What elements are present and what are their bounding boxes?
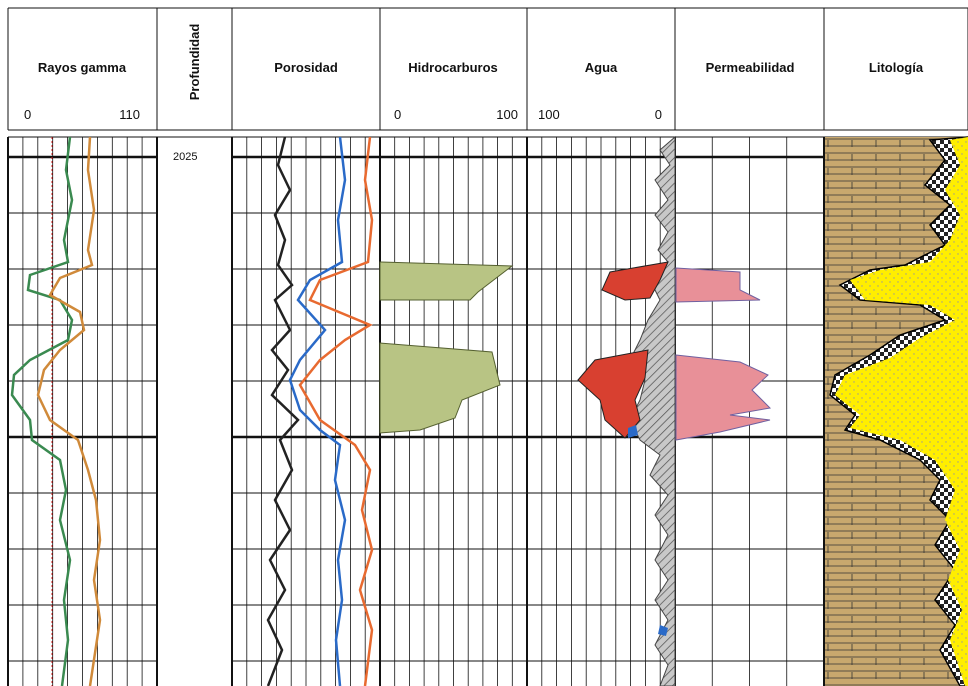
hydrocarbon-fill	[380, 262, 512, 433]
scale-label: 0	[24, 107, 31, 122]
depth-label: 2025	[173, 151, 197, 163]
permeability-fill	[676, 268, 770, 440]
track-title: Permeabilidad	[706, 60, 795, 75]
porosity-curves	[268, 137, 372, 686]
track-title: Litología	[869, 60, 924, 75]
gamma-curves	[12, 137, 100, 686]
scale-label: 100	[496, 107, 518, 122]
scale-label: 110	[119, 107, 140, 122]
grid	[8, 8, 968, 686]
track-title: Porosidad	[274, 60, 338, 75]
scale-label: 100	[538, 107, 560, 122]
scale-label: 0	[394, 107, 401, 122]
well-log: Rayos gamma Profundidad Porosidad Hidroc…	[0, 0, 968, 686]
track-title: Hidrocarburos	[408, 60, 498, 75]
scale-label: 0	[655, 107, 662, 122]
water-fill	[578, 137, 675, 686]
track-title: Rayos gamma	[38, 60, 127, 75]
track-title: Agua	[585, 60, 618, 75]
header: Rayos gamma Profundidad Porosidad Hidroc…	[24, 24, 924, 163]
track-title: Profundidad	[187, 24, 202, 101]
lithology	[825, 137, 968, 686]
